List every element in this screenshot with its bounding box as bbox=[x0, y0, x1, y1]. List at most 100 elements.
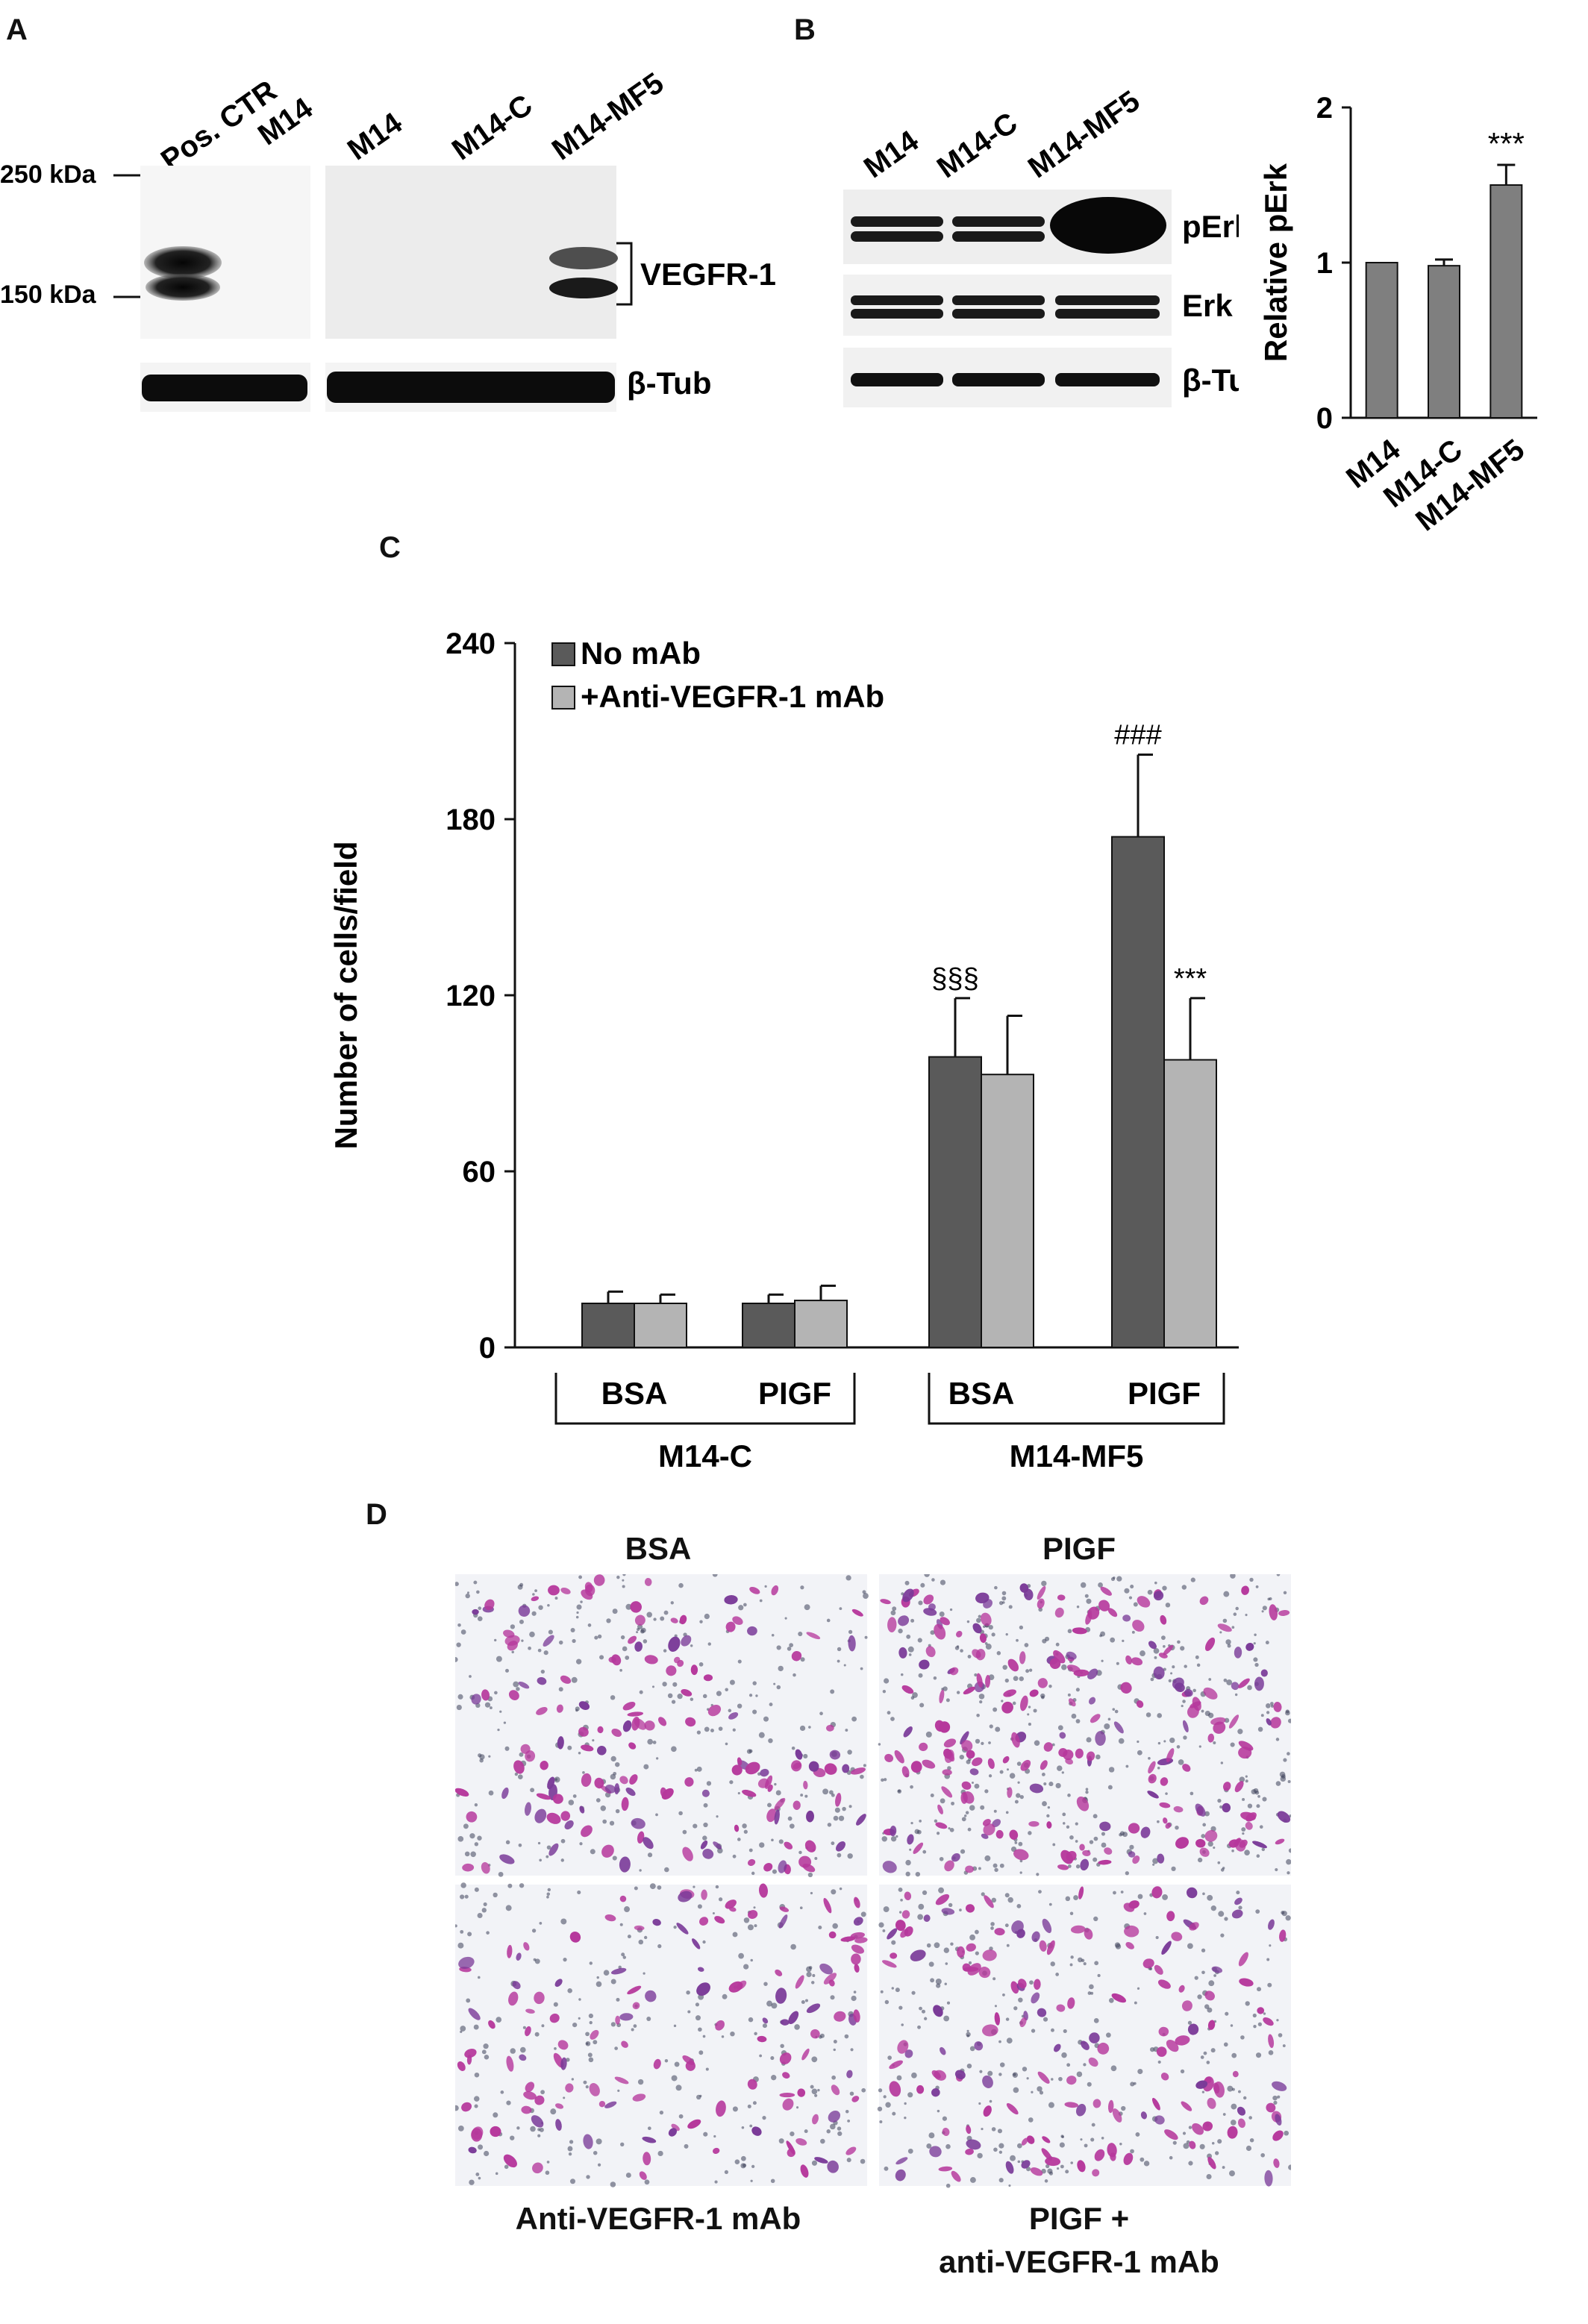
stained-cell bbox=[933, 2005, 943, 2017]
pore-dot bbox=[798, 1850, 802, 1855]
pore-dot bbox=[1208, 1678, 1212, 1681]
pore-dot bbox=[647, 1738, 654, 1745]
micrograph-2 bbox=[878, 1574, 1291, 1877]
pore-dot bbox=[968, 1961, 972, 1964]
stained-cell bbox=[645, 1990, 657, 2002]
pore-dot bbox=[606, 1618, 611, 1623]
stained-cell bbox=[1275, 2114, 1282, 2126]
pore-dot bbox=[572, 1638, 576, 1644]
stained-cell bbox=[619, 1776, 628, 1785]
pore-dot bbox=[743, 1829, 748, 1834]
pore-dot bbox=[1120, 1891, 1124, 1894]
pore-dot bbox=[543, 1650, 548, 1656]
stained-cell bbox=[1232, 2070, 1239, 2078]
pore-dot bbox=[517, 1584, 523, 1590]
pore-dot bbox=[830, 2123, 836, 2130]
pore-dot bbox=[943, 1686, 948, 1691]
pore-dot bbox=[936, 1983, 941, 1988]
pore-dot bbox=[1207, 1841, 1213, 1847]
stained-cell bbox=[584, 1582, 593, 1593]
pore-dot bbox=[541, 2024, 545, 2028]
pore-dot bbox=[1238, 1905, 1242, 1910]
pore-dot bbox=[494, 1638, 497, 1642]
pore-dot bbox=[539, 1858, 542, 1862]
y-axis-label: Relative pErk bbox=[1258, 163, 1293, 362]
pore-dot bbox=[1130, 2149, 1134, 2154]
pore-dot bbox=[939, 1856, 944, 1861]
pore-dot bbox=[898, 1888, 903, 1892]
pore-dot bbox=[911, 2072, 917, 2079]
pore-dot bbox=[921, 2009, 926, 2014]
pore-dot bbox=[1155, 1935, 1159, 1940]
stained-cell bbox=[604, 2101, 617, 2108]
stained-cell bbox=[560, 1811, 571, 1821]
pore-dot bbox=[748, 1694, 753, 1697]
pore-dot bbox=[975, 1951, 979, 1955]
stained-cell bbox=[556, 1704, 563, 1713]
pore-dot bbox=[1086, 1737, 1092, 1743]
pore-dot bbox=[907, 2092, 913, 2098]
pore-dot bbox=[1069, 1911, 1074, 1915]
pore-dot bbox=[945, 2143, 951, 2149]
stained-cell bbox=[457, 2061, 466, 2071]
pore-dot bbox=[518, 1844, 522, 1847]
pore-dot bbox=[1128, 1596, 1133, 1600]
pore-dot bbox=[702, 1940, 706, 1944]
pore-dot bbox=[476, 1590, 480, 1594]
significance-label: ### bbox=[1114, 719, 1161, 751]
stained-cell bbox=[880, 1599, 891, 1605]
stained-cell bbox=[724, 1595, 738, 1605]
pore-dot bbox=[922, 1850, 927, 1854]
stained-cell bbox=[766, 1808, 777, 1823]
pore-dot bbox=[478, 1606, 482, 1610]
pore-dot bbox=[804, 1999, 808, 2002]
pore-dot bbox=[596, 1976, 599, 1979]
pore-dot bbox=[1207, 1894, 1213, 1901]
pore-dot bbox=[826, 1618, 831, 1623]
pore-dot bbox=[667, 1693, 673, 1699]
stained-cell bbox=[597, 1746, 607, 1755]
pore-dot bbox=[1153, 1648, 1160, 1654]
pore-dot bbox=[478, 2176, 481, 2180]
pore-dot bbox=[895, 1835, 898, 1838]
pore-dot bbox=[1256, 1854, 1260, 1858]
pore-dot bbox=[519, 1883, 525, 1888]
pore-dot bbox=[1262, 1797, 1267, 1802]
stained-cell bbox=[978, 1967, 991, 1979]
stained-cell bbox=[898, 1615, 910, 1626]
stained-cell bbox=[696, 1982, 710, 1996]
x-tick-label: BSA bbox=[948, 1376, 1015, 1411]
pore-dot bbox=[996, 1651, 1001, 1656]
stained-cell bbox=[685, 2061, 695, 2071]
pore-dot bbox=[963, 1814, 967, 1817]
pore-dot bbox=[771, 2002, 778, 2009]
stained-cell bbox=[983, 1823, 995, 1836]
stained-cell bbox=[1195, 2080, 1208, 2089]
pore-dot bbox=[1160, 1635, 1166, 1641]
stained-cell bbox=[1113, 1721, 1124, 1734]
pore-dot bbox=[610, 2182, 616, 2187]
pore-dot bbox=[796, 2106, 799, 2109]
stained-cell bbox=[518, 1681, 530, 1689]
pore-dot bbox=[837, 1647, 842, 1652]
pore-dot bbox=[759, 1842, 765, 1848]
pore-dot bbox=[1275, 1781, 1281, 1786]
pore-dot bbox=[993, 2147, 998, 2152]
stained-cell bbox=[966, 1943, 976, 1952]
pore-dot bbox=[752, 1709, 757, 1714]
stained-cell bbox=[540, 1760, 548, 1770]
pore-dot bbox=[847, 2119, 851, 2123]
pore-dot bbox=[622, 1579, 625, 1582]
pore-dot bbox=[489, 1706, 493, 1710]
pore-dot bbox=[1133, 1602, 1138, 1607]
stained-cell bbox=[853, 1917, 863, 1926]
pore-dot bbox=[988, 1625, 993, 1630]
pore-dot bbox=[603, 1970, 610, 1976]
pore-dot bbox=[1247, 1685, 1252, 1691]
stained-cell bbox=[806, 2003, 821, 2014]
stained-cell bbox=[1006, 2102, 1019, 2115]
pore-dot bbox=[1275, 1738, 1280, 1741]
stained-cell bbox=[889, 2081, 901, 2097]
pore-dot bbox=[1137, 1894, 1143, 1899]
stained-cell bbox=[851, 1953, 861, 1965]
